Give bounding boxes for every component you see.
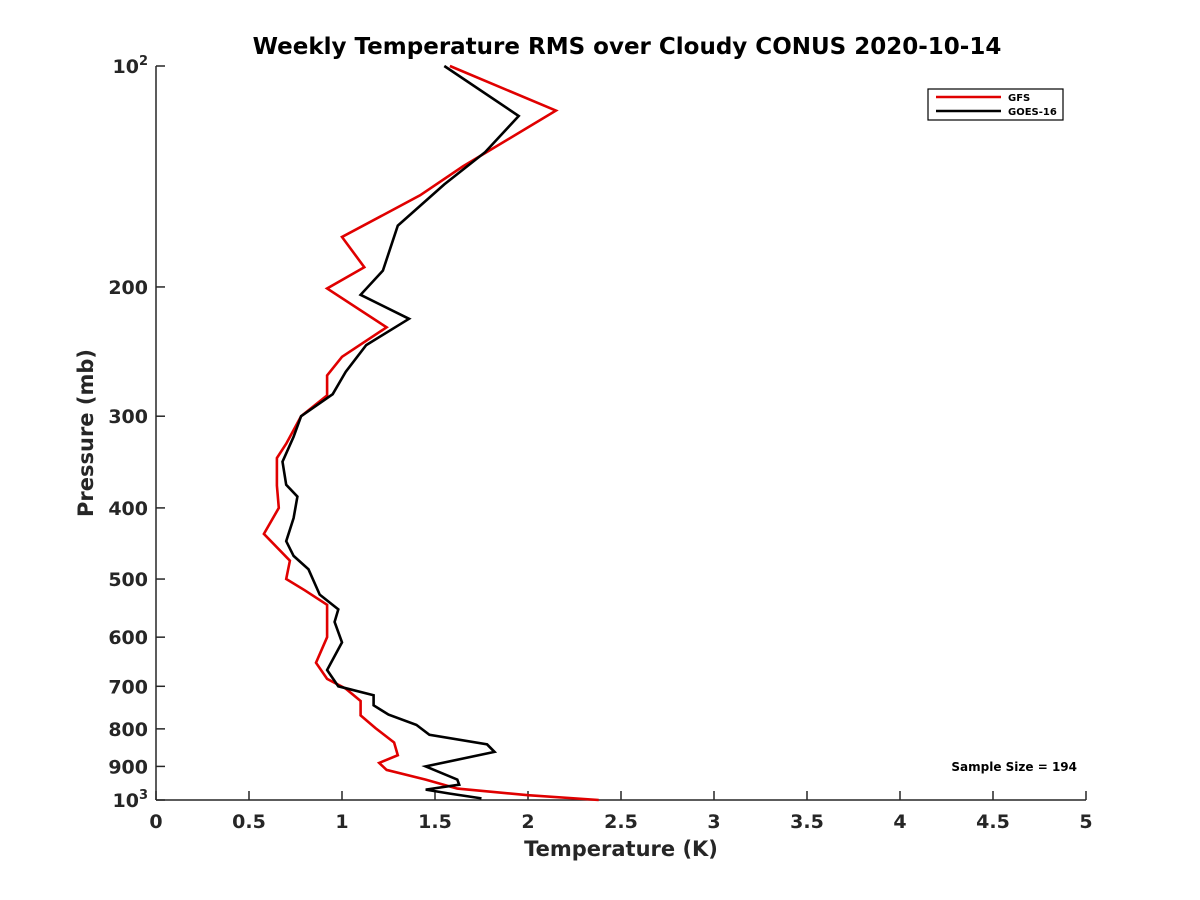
x-tick-label: 3: [707, 811, 720, 833]
y-tick-label: 900: [108, 756, 148, 778]
sample-size-annotation: Sample Size = 194: [951, 760, 1077, 774]
x-tick-label: 0: [149, 811, 162, 833]
x-tick-label: 0.5: [232, 811, 266, 833]
y-tick-label: 300: [108, 406, 148, 428]
y-tick-label: 200: [108, 277, 148, 299]
y-tick-label: 600: [108, 627, 148, 649]
chart-title: Weekly Temperature RMS over Cloudy CONUS…: [253, 34, 1002, 60]
x-tick-label: 2.5: [604, 811, 638, 833]
series-line-gfs: [262, 64, 599, 802]
y-tick-label: 500: [108, 569, 148, 591]
series-line-goes16: [281, 64, 521, 800]
y-axis-ticks: 102 200 300 400 500 600 700 800 900 103: [108, 54, 165, 812]
x-tick-label: 5: [1079, 811, 1092, 833]
x-tick-label: 3.5: [790, 811, 824, 833]
y-tick-label: 103: [113, 788, 149, 812]
y-tick-label: 102: [113, 54, 149, 78]
legend-label-gfs: GFS: [1008, 93, 1030, 104]
legend-box: [927, 88, 1064, 121]
legend-label-goes16: GOES-16: [1008, 107, 1057, 118]
y-tick-label: 700: [108, 676, 148, 698]
x-axis-label: Temperature (K): [524, 837, 718, 861]
y-tick-label: 400: [108, 498, 148, 520]
x-tick-label: 4: [893, 811, 906, 833]
y-axis-label: Pressure (mb): [74, 349, 98, 517]
x-axis-ticks: 0 0.5 1 1.5 2 2.5 3 3.5 4 4.5 5: [149, 791, 1093, 833]
x-tick-label: 2: [521, 811, 534, 833]
x-tick-label: 4.5: [976, 811, 1010, 833]
y-tick-label: 800: [108, 719, 148, 741]
legend: GFS GOES-16: [927, 88, 1064, 121]
x-tick-label: 1: [335, 811, 348, 833]
series-layer: [262, 64, 599, 802]
x-tick-label: 1.5: [418, 811, 452, 833]
